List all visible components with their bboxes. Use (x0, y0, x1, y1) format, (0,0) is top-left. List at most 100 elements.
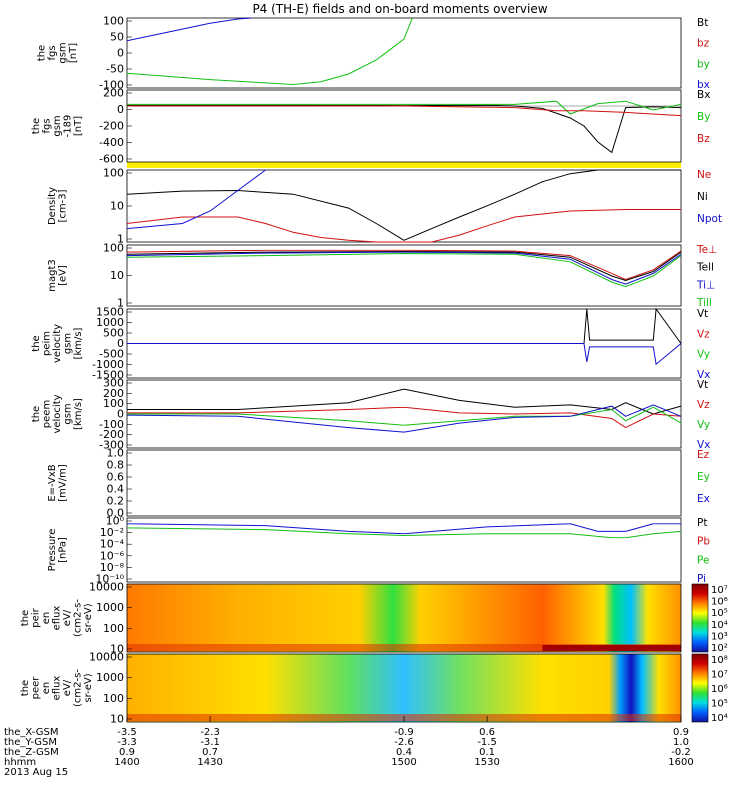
x-tick-label: 1600 (668, 757, 693, 768)
heatmap-image (127, 654, 681, 722)
panel-magt3: 100 10 1 magt3[eV] Te⊥ Tell Ti⊥ Till (47, 242, 717, 310)
y-tick-label: -200 (99, 120, 124, 133)
series-fgs-by (127, 18, 412, 85)
colorbar-tick: 10⁶ (711, 684, 728, 695)
y-tick-label: 0.8 (107, 459, 125, 472)
panel-frame (126, 17, 682, 89)
heatmap-low-band (127, 644, 681, 651)
y-tick-label: 10 (110, 269, 124, 282)
legend-Npot: Npot (697, 213, 722, 225)
series-magt3-Ti⊥ (127, 252, 681, 284)
y-tick-label: -500 (99, 348, 124, 361)
legend-Vx: Vx (697, 369, 710, 381)
y-tick-label: 0.0 (107, 507, 125, 520)
panel-frame (126, 583, 682, 653)
y-tick-label: 50 (110, 31, 124, 44)
x-tick-label: -0.2 (671, 747, 691, 758)
x-tick-label: -3.1 (200, 737, 220, 748)
y-tick-label: 0.2 (107, 495, 125, 508)
colorbar (691, 653, 709, 723)
legend-Bz: Bz (697, 133, 710, 145)
x-row-label: hhmm (4, 757, 36, 768)
colorbar-tick: 10⁴ (711, 713, 728, 724)
x-tick-label: -2.3 (200, 727, 220, 738)
y-tick-label: 100 (103, 242, 124, 255)
series-density-Ne (127, 210, 681, 243)
y-tick-label: -1500 (92, 369, 124, 382)
x-row-label: the_X-GSM (4, 727, 58, 738)
y-tick-label: -100 (99, 79, 124, 92)
legend-Ti⊥: Ti⊥ (696, 279, 715, 291)
y-tick-label: 200 (103, 387, 124, 400)
y-tick-label: 100 (103, 15, 124, 28)
y-tick-label: 200 (103, 87, 124, 100)
x-tick-label: 0.9 (119, 747, 135, 758)
x-tick-label: 1400 (114, 757, 139, 768)
x-tick-label: 0.4 (396, 747, 412, 758)
colorbar-tick: 10⁶ (711, 597, 728, 608)
y-tick-label: 10⁰ (106, 515, 125, 528)
x-tick-label: 1500 (391, 757, 416, 768)
y-tick-label: 100 (103, 622, 124, 635)
y-tick-label: 100 (103, 397, 124, 410)
y-tick-label: -100 (99, 418, 124, 431)
series-density-Ni (127, 170, 681, 240)
colorbar-tick: 10⁷ (711, 585, 728, 596)
y-axis-label: thepeerenefluxeV/(cm2-s-sr-eV) (20, 669, 94, 707)
legend-Ne: Ne (697, 169, 711, 181)
y-tick-label: 10000 (89, 581, 124, 594)
x-row-label: the_Y-GSM (4, 737, 57, 748)
spin-band (127, 162, 681, 168)
y-tick-label: 100 (103, 167, 124, 180)
y-tick-label: 10⁻⁶ (100, 549, 125, 562)
legend-Vx: Vx (697, 439, 710, 451)
y-tick-label: -200 (99, 428, 124, 441)
legend-Vy: Vy (697, 349, 710, 361)
y-tick-label: -50 (106, 63, 124, 76)
x-tick-label: -3.5 (117, 727, 137, 738)
y-tick-label: 0.4 (107, 483, 125, 496)
y-axis-label: E=-VxB[mV/m] (47, 464, 68, 502)
x-tick-label: 0.6 (479, 727, 495, 738)
heatmap-dark-band (542, 645, 681, 651)
y-tick-label: 1500 (96, 306, 124, 319)
colorbar-tick: 10² (711, 643, 728, 654)
y-tick-label: 10⁻² (100, 526, 124, 539)
y-tick-label: 1.0 (107, 447, 125, 460)
panel-peer: 10⁸ 10⁷ 10⁶ 10⁵ 10⁴ 10000 1000 100 10 thepeerenef… (20, 651, 728, 726)
y-axis-label: thepeemvelocitygsm[km/s] (31, 394, 84, 433)
series-fgs189-Bz (127, 106, 681, 116)
colorbar-tick: 10³ (711, 631, 728, 642)
legend-Till: Till (696, 297, 712, 309)
y-axis-label: Density[cm-3] (47, 187, 68, 225)
x-tick-label: 1430 (197, 757, 222, 768)
legend-Pb: Pb (697, 536, 710, 548)
legend-Pe: Pe (697, 554, 709, 566)
y-axis-label: thepeimvelocitygsm[km/s] (31, 324, 84, 363)
panel-frame (126, 169, 682, 243)
y-axis-label: Pressure[nPa] (47, 529, 68, 572)
legend-Vt: Vt (697, 379, 708, 391)
legend-bz: bz (697, 38, 710, 50)
figure-title: P4 (TH-E) fields and on-board moments ov… (252, 2, 547, 16)
x-tick-label: 1.0 (673, 737, 689, 748)
x-tick-label: 0.9 (673, 727, 689, 738)
legend-Bx: Bx (697, 89, 710, 101)
legend-Ex: Ex (697, 493, 710, 505)
y-tick-label: 0 (117, 103, 124, 116)
y-axis-label: magt3[eV] (47, 259, 68, 292)
y-tick-label: 1000 (96, 316, 124, 329)
colorbar-tick: 10⁵ (711, 608, 728, 619)
y-tick-label: -400 (99, 136, 124, 149)
legend-Ey: Ey (697, 471, 710, 483)
y-tick-label: 10⁻¹⁰ (95, 573, 124, 586)
legend-by: by (697, 58, 710, 70)
y-tick-label: 10000 (89, 651, 124, 664)
legend-Vy: Vy (697, 419, 710, 431)
legend-Tell: Tell (696, 262, 714, 274)
y-tick-label: 10 (110, 200, 124, 213)
date-label: 2013 Aug 15 (4, 767, 68, 778)
